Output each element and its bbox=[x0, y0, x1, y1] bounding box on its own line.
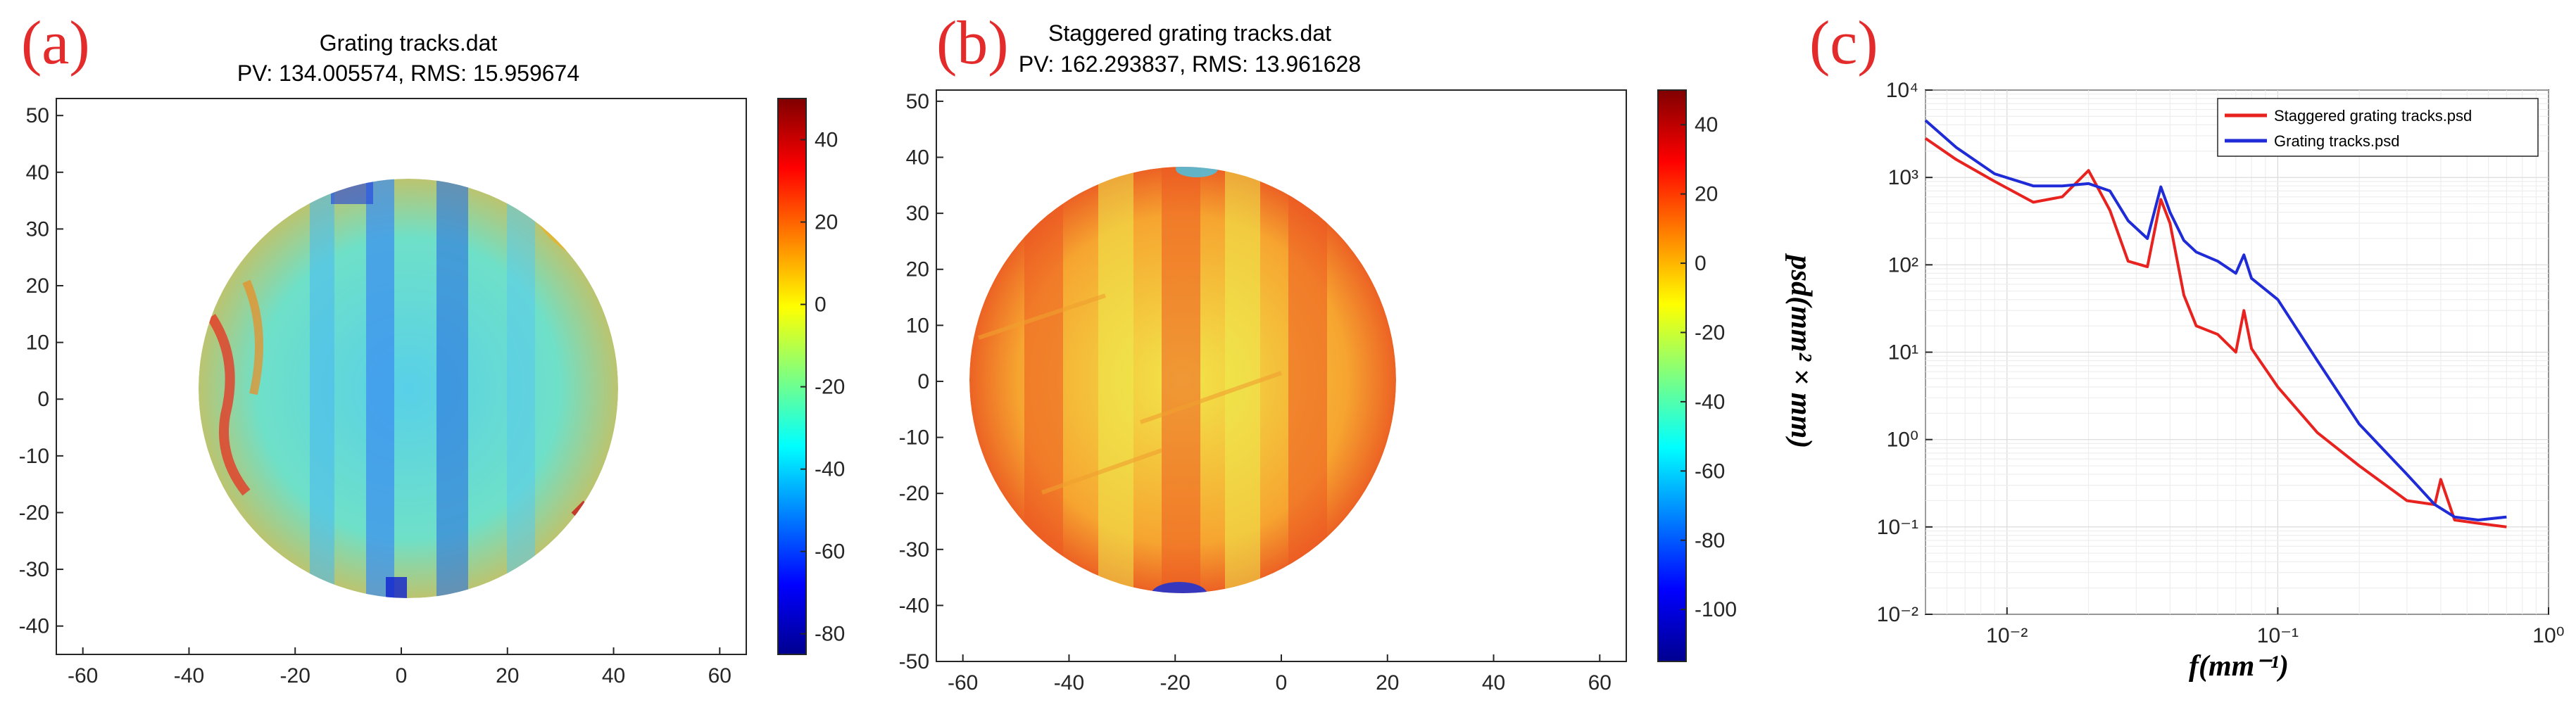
x-tick-label: -20 bbox=[280, 664, 310, 687]
series-line-grating bbox=[1924, 119, 2507, 521]
y-tick-label: -40 bbox=[19, 615, 49, 638]
y-tick-label: 10³ bbox=[1888, 166, 1918, 189]
panel-c: 10⁻² 10⁻¹ 10⁰ 10⁴ 10³ 10² 10¹ 10⁰ 10⁻¹ 10⁻² f(mm⁻… bbox=[1785, 79, 2565, 683]
y-tick-label: -20 bbox=[19, 501, 49, 524]
x-tick-label: 10⁻² bbox=[1986, 624, 2028, 647]
y-tick-label: -10 bbox=[19, 445, 49, 468]
colorbar-tick-label: -20 bbox=[815, 376, 845, 399]
x-tick-label: 60 bbox=[1588, 671, 1611, 695]
x-tick-label: 40 bbox=[1482, 671, 1505, 695]
x-tick-label: 10⁻¹ bbox=[2257, 624, 2299, 647]
panel-b-colorbar bbox=[1657, 89, 1687, 662]
panel-b-title: Staggered grating tracks.dat bbox=[1048, 20, 1331, 46]
panel-c-xlabel: f(mm⁻¹) bbox=[2189, 650, 2289, 683]
colorbar-tick-label: -80 bbox=[815, 623, 845, 646]
y-tick-label: 0 bbox=[917, 370, 929, 393]
y-tick-label: 20 bbox=[26, 274, 49, 298]
panel-a: Grating tracks.dat PV: 134.005574, RMS: … bbox=[19, 30, 846, 687]
y-tick-label: 0 bbox=[37, 388, 49, 411]
colorbar-tick-label: -80 bbox=[1695, 529, 1725, 552]
colorbar-tick-label: 20 bbox=[1695, 183, 1718, 206]
y-tick-label: 30 bbox=[906, 202, 929, 225]
legend-item-staggered: Staggered grating tracks.psd bbox=[2274, 107, 2472, 125]
y-tick-label: 10⁻² bbox=[1877, 603, 1918, 626]
panel-a-label: (a) bbox=[21, 9, 90, 77]
y-tick-label: 10 bbox=[906, 314, 929, 337]
x-tick-label: -40 bbox=[174, 664, 204, 687]
colorbar-tick-label: 40 bbox=[1695, 113, 1718, 137]
y-tick-label: -10 bbox=[899, 426, 929, 450]
y-tick-label: -40 bbox=[899, 594, 929, 617]
y-tick-label: 10⁴ bbox=[1886, 79, 1918, 102]
x-tick-label: -60 bbox=[68, 664, 98, 687]
y-tick-label: 10 bbox=[26, 331, 49, 355]
colorbar-tick-label: 0 bbox=[815, 293, 827, 317]
panel-c-ylabel: psd(mm² × mm) bbox=[1785, 253, 1817, 449]
colorbar-tick-label: 40 bbox=[815, 129, 838, 152]
colorbar-tick-label: 20 bbox=[815, 211, 838, 234]
y-tick-label: 40 bbox=[906, 146, 929, 170]
y-tick-label: -30 bbox=[899, 538, 929, 562]
panel-b-heatmap bbox=[969, 167, 1396, 593]
y-tick-label: 10² bbox=[1888, 253, 1918, 277]
panel-c-legend: Staggered grating tracks.psd Grating tra… bbox=[2217, 98, 2539, 157]
y-tick-label: -30 bbox=[19, 558, 49, 581]
x-tick-label: 20 bbox=[1376, 671, 1399, 695]
y-tick-label: 20 bbox=[906, 258, 929, 281]
colorbar-tick-label: 0 bbox=[1695, 252, 1707, 275]
y-tick-label: -50 bbox=[899, 650, 929, 673]
x-tick-label: -20 bbox=[1160, 671, 1190, 695]
panel-b-label: (b) bbox=[936, 9, 1009, 77]
panel-b: Staggered grating tracks.dat PV: 162.293… bbox=[899, 20, 1737, 695]
y-tick-label: 10⁻¹ bbox=[1877, 516, 1918, 539]
panel-b-subtitle: PV: 162.293837, RMS: 13.961628 bbox=[1019, 51, 1361, 77]
panel-a-heatmap bbox=[199, 179, 618, 598]
legend-box bbox=[2217, 98, 2539, 157]
colorbar-tick-label: -100 bbox=[1695, 598, 1737, 621]
y-tick-label: -20 bbox=[899, 482, 929, 505]
y-tick-label: 50 bbox=[26, 104, 49, 127]
y-tick-label: 40 bbox=[26, 161, 49, 184]
panel-a-title: Grating tracks.dat bbox=[320, 30, 498, 56]
x-tick-label: 0 bbox=[1276, 671, 1288, 695]
panel-a-colorbar bbox=[777, 98, 807, 655]
colorbar-tick-label: -40 bbox=[815, 458, 845, 481]
x-tick-label: -60 bbox=[948, 671, 978, 695]
series-line-staggered bbox=[1924, 137, 2507, 528]
x-tick-label: 40 bbox=[602, 664, 625, 687]
colorbar-tick-label: -60 bbox=[1695, 459, 1725, 483]
x-tick-label: 10⁰ bbox=[2532, 624, 2564, 647]
colorbar-tick-label: -40 bbox=[1695, 391, 1725, 414]
x-tick-label: 0 bbox=[396, 664, 408, 687]
y-tick-label: 30 bbox=[26, 217, 49, 241]
x-tick-label: 60 bbox=[708, 664, 731, 687]
colorbar-tick-label: -60 bbox=[815, 540, 845, 564]
legend-item-grating: Grating tracks.psd bbox=[2274, 132, 2400, 150]
x-tick-label: -40 bbox=[1054, 671, 1084, 695]
x-tick-label: 20 bbox=[496, 664, 519, 687]
panel-c-label: (c) bbox=[1809, 9, 1878, 77]
y-tick-label: 50 bbox=[906, 90, 929, 113]
y-tick-label: 10¹ bbox=[1888, 341, 1918, 364]
colorbar-tick-label: -20 bbox=[1695, 321, 1725, 344]
panel-c-lines bbox=[1924, 119, 2507, 528]
panel-a-subtitle: PV: 134.005574, RMS: 15.959674 bbox=[237, 61, 579, 86]
y-tick-label: 10⁰ bbox=[1887, 429, 1918, 452]
